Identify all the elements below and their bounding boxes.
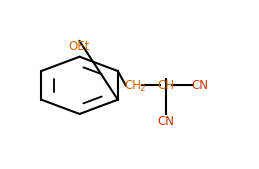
Text: CN: CN	[157, 115, 174, 128]
Text: 2: 2	[139, 84, 145, 93]
Text: CH: CH	[124, 79, 141, 92]
Text: CH: CH	[157, 79, 174, 92]
Text: CN: CN	[191, 79, 208, 92]
Text: OEt: OEt	[69, 40, 90, 53]
